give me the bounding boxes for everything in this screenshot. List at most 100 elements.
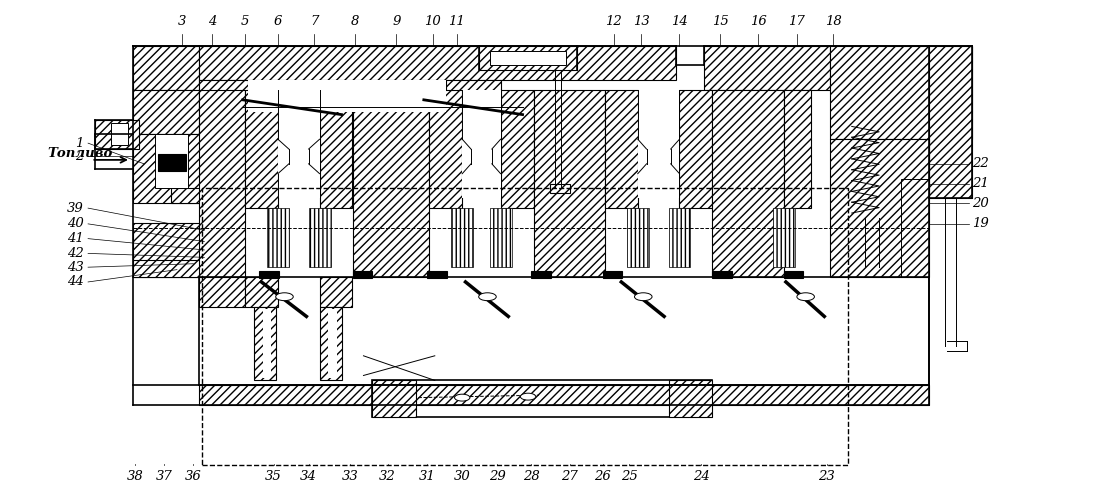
Text: 29: 29 bbox=[490, 470, 506, 483]
Bar bbox=[534, 90, 605, 277]
Text: 34: 34 bbox=[300, 470, 317, 483]
Bar bbox=[603, 271, 623, 278]
Bar bbox=[245, 90, 278, 208]
Text: 39: 39 bbox=[67, 201, 84, 215]
Text: 11: 11 bbox=[449, 15, 465, 28]
Text: 22: 22 bbox=[972, 157, 989, 170]
Text: 32: 32 bbox=[379, 470, 396, 483]
Bar bbox=[320, 90, 352, 208]
Bar bbox=[352, 90, 429, 277]
Bar bbox=[133, 90, 199, 134]
Text: Топливо: Топливо bbox=[47, 148, 113, 160]
Bar bbox=[352, 271, 372, 278]
Bar bbox=[95, 119, 139, 149]
Text: 40: 40 bbox=[67, 217, 84, 230]
Bar bbox=[713, 90, 783, 277]
Bar bbox=[254, 306, 276, 380]
Bar bbox=[490, 50, 566, 65]
Text: 42: 42 bbox=[67, 247, 84, 260]
Bar bbox=[605, 90, 638, 208]
Bar bbox=[320, 306, 341, 380]
Text: 16: 16 bbox=[750, 15, 767, 28]
Bar bbox=[704, 46, 829, 90]
Circle shape bbox=[520, 393, 536, 400]
Circle shape bbox=[276, 293, 294, 300]
Text: 38: 38 bbox=[126, 470, 144, 483]
Bar bbox=[680, 90, 713, 208]
Text: 26: 26 bbox=[594, 470, 610, 483]
Bar bbox=[478, 46, 578, 70]
Bar bbox=[446, 80, 501, 112]
Text: 12: 12 bbox=[605, 15, 621, 28]
Text: 24: 24 bbox=[693, 470, 710, 483]
Bar bbox=[372, 380, 713, 417]
Text: 30: 30 bbox=[454, 470, 471, 483]
Text: 18: 18 bbox=[825, 15, 842, 28]
Text: 2: 2 bbox=[75, 150, 84, 163]
Bar bbox=[158, 154, 186, 171]
Text: 35: 35 bbox=[265, 470, 282, 483]
Bar bbox=[199, 90, 245, 277]
Bar bbox=[320, 277, 352, 306]
Text: 9: 9 bbox=[393, 15, 400, 28]
Bar bbox=[427, 271, 447, 278]
Circle shape bbox=[635, 293, 652, 300]
Text: 3: 3 bbox=[178, 15, 187, 28]
Text: 19: 19 bbox=[972, 217, 989, 230]
Bar bbox=[627, 208, 649, 267]
Text: 14: 14 bbox=[671, 15, 688, 28]
Bar bbox=[531, 271, 551, 278]
Bar bbox=[462, 90, 501, 198]
Bar bbox=[133, 223, 205, 277]
Text: 36: 36 bbox=[185, 470, 201, 483]
Bar bbox=[199, 46, 676, 80]
Bar bbox=[267, 208, 289, 267]
Text: 6: 6 bbox=[274, 15, 282, 28]
Bar bbox=[199, 385, 928, 405]
Bar bbox=[772, 208, 794, 267]
Text: 33: 33 bbox=[342, 470, 359, 483]
Circle shape bbox=[454, 394, 470, 401]
Circle shape bbox=[478, 293, 496, 300]
Text: 44: 44 bbox=[67, 275, 84, 289]
Bar bbox=[199, 80, 249, 112]
Text: 21: 21 bbox=[972, 177, 989, 190]
Bar bbox=[260, 271, 279, 278]
Bar bbox=[249, 80, 446, 112]
Bar bbox=[829, 139, 928, 277]
Bar bbox=[133, 46, 199, 90]
Text: 28: 28 bbox=[522, 470, 540, 483]
Bar bbox=[429, 90, 462, 208]
Bar bbox=[713, 271, 733, 278]
Bar bbox=[928, 46, 972, 198]
Bar bbox=[202, 189, 848, 465]
Bar bbox=[278, 90, 320, 198]
Bar bbox=[901, 179, 928, 277]
Text: 43: 43 bbox=[67, 261, 84, 274]
Bar bbox=[199, 277, 245, 306]
Bar bbox=[783, 271, 803, 278]
Bar bbox=[309, 208, 331, 267]
Bar bbox=[133, 260, 205, 277]
Bar bbox=[263, 309, 272, 378]
Text: 13: 13 bbox=[632, 15, 649, 28]
Bar bbox=[245, 277, 278, 306]
Bar bbox=[638, 90, 680, 198]
Text: 41: 41 bbox=[67, 232, 84, 245]
Bar bbox=[550, 184, 570, 194]
Text: 20: 20 bbox=[972, 197, 989, 210]
Text: 10: 10 bbox=[425, 15, 441, 28]
Bar bbox=[669, 208, 691, 267]
Text: 1: 1 bbox=[75, 137, 84, 149]
Text: 5: 5 bbox=[241, 15, 250, 28]
Circle shape bbox=[796, 293, 814, 300]
Bar bbox=[329, 309, 337, 378]
Text: 7: 7 bbox=[310, 15, 318, 28]
Bar bbox=[111, 123, 128, 145]
Bar bbox=[155, 134, 188, 189]
Text: 4: 4 bbox=[208, 15, 217, 28]
Bar bbox=[372, 380, 416, 417]
Bar bbox=[133, 134, 205, 203]
Text: 27: 27 bbox=[561, 470, 579, 483]
Text: 31: 31 bbox=[419, 470, 436, 483]
